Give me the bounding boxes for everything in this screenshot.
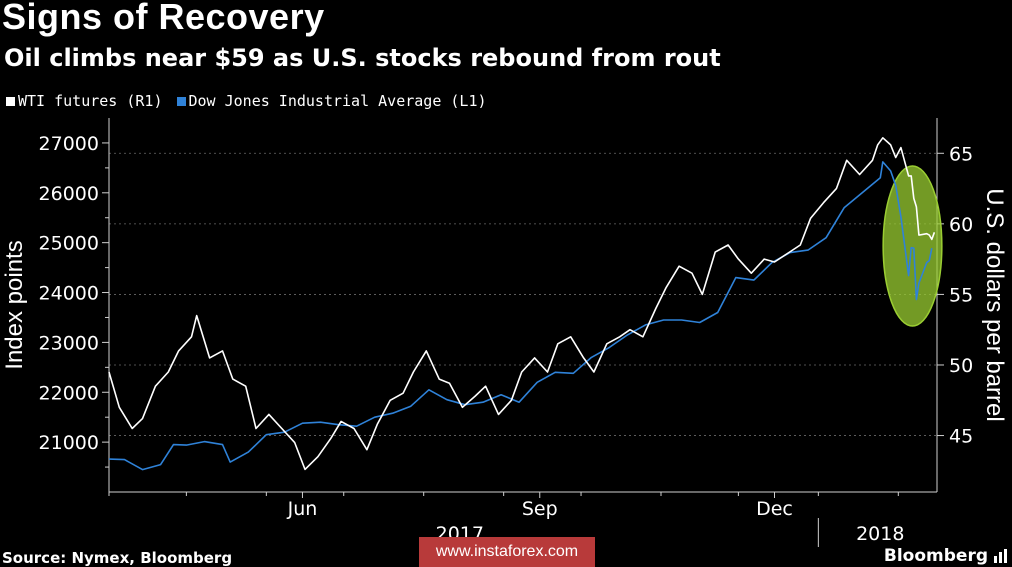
source-note: Source: Nymex, Bloomberg [2,549,233,567]
y-tick-label-left: 24000 [39,283,99,305]
x-tick-label: Sep [522,498,558,520]
legend: WTI futures (R1) Dow Jones Industrial Av… [6,92,501,110]
chart-title: Signs of Recovery [2,0,325,37]
legend-entry-wti: WTI futures (R1) [6,92,163,110]
y-tick-label-right: 65 [949,143,973,165]
y-axis-title-left: Index points [1,240,28,369]
legend-label-wti: WTI futures (R1) [18,92,163,110]
y-tick-label-right: 55 [949,284,973,306]
y-axis-title-right: U.S. dollars per barrel [981,188,1008,421]
legend-entry-dow: Dow Jones Industrial Average (L1) [176,92,487,110]
y-tick-label-left: 23000 [39,332,99,354]
x-tick-label: Jun [287,498,318,520]
y-tick-label-right: 50 [949,355,973,377]
brand-logo: Bloomberg [883,546,988,566]
y-tick-label-left: 22000 [39,382,99,404]
bar-chart-icon [994,549,1007,563]
highlight-ellipse [882,165,943,327]
watermark-badge: www.instaforex.com [419,537,595,567]
series-line-dow [108,161,933,471]
y-tick-label-left: 21000 [39,432,99,454]
legend-label-dow: Dow Jones Industrial Average (L1) [188,92,487,110]
series-line-wti [108,137,936,471]
y-tick-label-left: 25000 [39,233,99,255]
legend-swatch-wti [6,96,15,106]
x-tick-label: Dec [756,498,793,520]
y-tick-label-right: 60 [949,214,973,236]
year-label: 2018 [856,523,904,545]
y-tick-label-left: 26000 [39,183,99,205]
legend-swatch-dow [176,96,186,106]
y-tick-label-right: 45 [949,426,973,448]
chart-subtitle: Oil climbs near $59 as U.S. stocks rebou… [4,44,721,72]
y-tick-label-left: 27000 [39,133,99,155]
